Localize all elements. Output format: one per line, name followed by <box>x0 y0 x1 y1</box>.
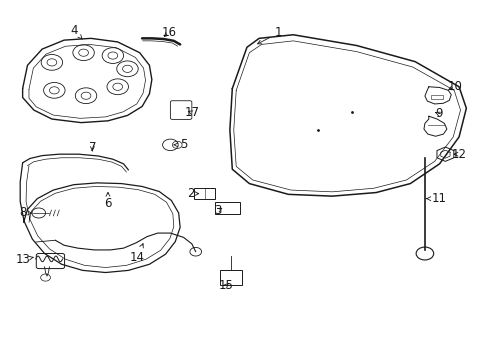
Text: 10: 10 <box>447 80 462 93</box>
Text: 9: 9 <box>434 107 442 120</box>
Text: 15: 15 <box>218 279 233 292</box>
Bar <box>215 202 239 215</box>
Text: 14: 14 <box>129 244 144 264</box>
Text: 13: 13 <box>15 253 33 266</box>
Text: 12: 12 <box>450 148 466 161</box>
Text: 16: 16 <box>161 26 176 39</box>
Text: 6: 6 <box>104 192 111 210</box>
Text: 17: 17 <box>184 106 199 119</box>
Text: 5: 5 <box>174 138 187 151</box>
Text: 8: 8 <box>19 207 32 220</box>
Bar <box>220 270 241 285</box>
Text: 4: 4 <box>70 24 82 39</box>
Bar <box>193 188 215 199</box>
Text: 11: 11 <box>426 192 446 205</box>
Text: 3: 3 <box>214 204 221 217</box>
Bar <box>430 95 442 99</box>
Text: 7: 7 <box>88 141 96 154</box>
Text: 1: 1 <box>257 27 282 44</box>
Text: 2: 2 <box>187 187 198 200</box>
